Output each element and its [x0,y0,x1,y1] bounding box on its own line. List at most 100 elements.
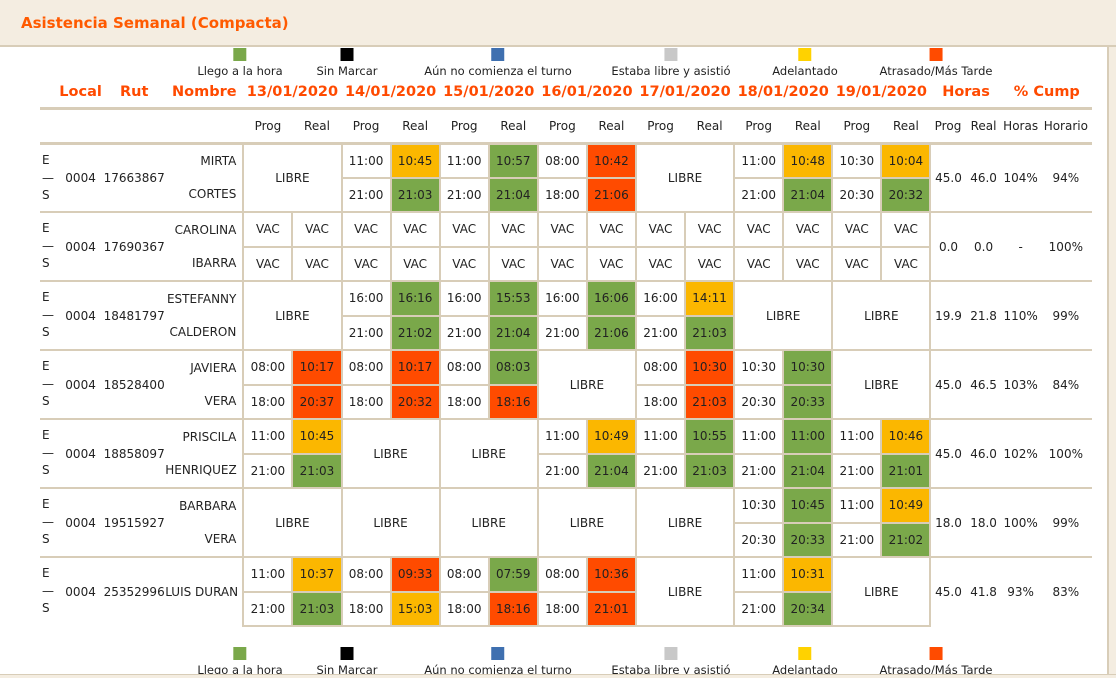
total-prog: 18.0 [930,487,966,557]
exit-real-time: 20:37 [291,383,343,420]
total-real: 46.0 [965,142,1002,212]
entry-real-time: 10:57 [487,142,539,179]
exit-label: S [42,463,50,477]
subheader-row: Prog Real Prog Real Prog Real Prog Real Prog Real… [40,108,1092,145]
exit-prog-time: 18:00 [536,590,588,627]
exit-prog-time: VAC [831,245,883,282]
title-bar: Asistencia Semanal (Compacta) [0,0,1116,47]
employee-row-entry: E — S 0004 17663867 MIRTA LIBRE 11:00 10:45 11:00… [40,142,1092,213]
pct-horario: 83% [1039,556,1092,626]
subheader-real: Real [292,108,342,145]
exit-prog-time: VAC [242,245,294,282]
employee-last-name: CALDERON [165,315,244,351]
day-libre: LIBRE [438,487,539,558]
exit-label: S [42,394,50,408]
entry-real-time: 10:45 [291,418,343,455]
employee-rut: 18481797 [103,280,166,350]
subheader-prog: Prog [832,108,882,145]
pct-horas: 104% [1001,142,1040,212]
entry-prog-time: 10:30 [831,142,883,179]
entry-real-time: 10:45 [782,487,834,524]
exit-prog-time: 18:00 [340,383,392,420]
pct-horario: 100% [1039,418,1092,488]
subheader-horario: Horario [1039,108,1092,145]
dash-label: — [42,584,54,598]
exit-prog-time: 20:30 [733,383,785,420]
exit-real-time: 21:03 [389,176,441,213]
dash-label: — [42,170,54,185]
legend-swatch [664,48,678,61]
entry-prog-time: VAC [831,211,883,248]
exit-real-time: 21:04 [487,176,539,213]
employee-local: 0004 [58,211,104,281]
exit-real-time: 21:04 [782,452,834,489]
employee-last-name: CORTES [165,177,244,213]
exit-real-time: 21:04 [487,314,539,351]
legend-swatch [929,48,943,61]
header-date: 14/01/2020 [341,78,440,110]
exit-prog-time: 21:00 [536,314,588,351]
total-prog: 45.0 [930,556,966,626]
day-libre: LIBRE [831,556,932,627]
employee-rut: 19515927 [103,487,166,557]
entry-real-time: 10:42 [585,142,637,179]
legend-item: Adelantado [772,48,838,78]
entry-exit-marker: E — S [40,349,59,419]
pct-horario: 94% [1039,142,1092,212]
header-row: Local Rut Nombre 13/01/2020 14/01/2020 15/01/… [40,78,1092,110]
dash-label: — [42,446,54,460]
pct-horas: 93% [1001,556,1040,626]
entry-label: E [42,497,50,511]
employee-row-entry: E — S 0004 25352996 LUIS DURAN 11:00 10:37 08:00… [40,556,1092,627]
employee-first-name: JAVIERA [165,349,244,385]
entry-real-time: VAC [880,211,932,248]
day-libre: LIBRE [242,487,343,558]
subheader-real: Real [783,108,833,145]
subheader-blank [165,108,244,145]
employee-first-name: MIRTA [165,142,244,178]
dash-label: — [42,239,54,253]
entry-real-time: 10:30 [684,349,736,386]
exit-label: S [42,532,50,546]
scrollbar-track[interactable] [1107,47,1116,678]
entry-real-time: VAC [585,211,637,248]
entry-real-time: 10:36 [585,556,637,593]
entry-prog-time: 08:00 [340,349,392,386]
exit-prog-time: 18:00 [634,383,687,420]
employee-row-entry: E — S 0004 19515927 BARBARA LIBRE LIBRE LIBRE LIB… [40,487,1092,558]
exit-real-time: VAC [291,245,343,282]
entry-label: E [42,290,50,304]
entry-label: E [42,428,50,442]
employee-last-name: HENRIQUEZ [165,453,244,489]
exit-real-time: 20:32 [880,176,932,213]
exit-prog-time: 21:00 [733,452,785,489]
exit-prog-time: 21:00 [340,176,392,213]
exit-prog-time: 21:00 [536,452,588,489]
subheader-prog: Prog [635,108,686,145]
exit-label: S [42,187,50,202]
exit-prog-time: 21:00 [733,590,785,627]
employee-rut: 18858097 [103,418,166,488]
employee-row-exit: CALDERON 21:00 21:02 21:00 21:04 21:00 21:06 21… [40,314,1092,351]
exit-label: S [42,256,50,270]
entry-real-time: 11:00 [782,418,834,455]
entry-real-time: 16:16 [389,280,441,317]
entry-real-time: 16:06 [585,280,637,317]
exit-prog-time: 21:00 [242,452,294,489]
exit-real-time: 21:01 [585,590,637,627]
pct-horas: - [1001,211,1040,281]
entry-real-time: 10:04 [880,142,932,179]
exit-prog-time: 21:00 [438,314,490,351]
entry-label: E [42,359,50,373]
exit-prog-time: 20:30 [733,521,785,558]
exit-real-time: VAC [782,245,834,282]
exit-prog-time: 18:00 [438,590,490,627]
entry-real-time: VAC [487,211,539,248]
legend-swatch [491,647,505,660]
legend-swatch [798,647,812,660]
entry-prog-time: 08:00 [634,349,687,386]
exit-prog-time: 21:00 [634,452,687,489]
subheader-blank [103,108,166,145]
entry-exit-marker: E — S [40,280,59,350]
entry-prog-time: 11:00 [242,418,294,455]
